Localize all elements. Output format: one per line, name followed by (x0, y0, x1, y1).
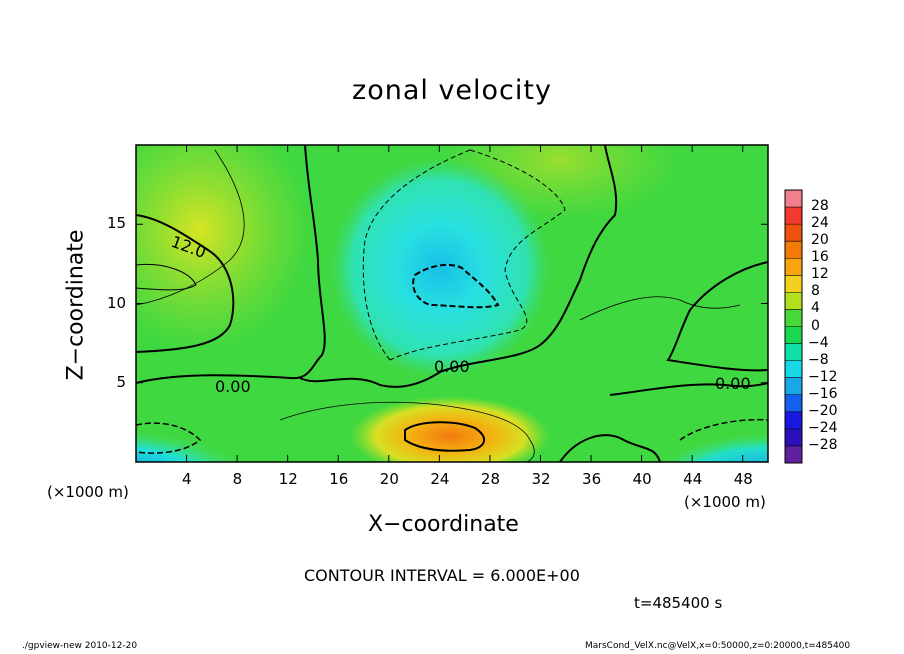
x-axis-label: X−coordinate (368, 512, 519, 537)
colorbar-swatch (785, 258, 802, 276)
x-tick-label: 44 (683, 470, 703, 488)
colorbar-tick-label: −4 (808, 334, 829, 351)
chart-title: zonal velocity (352, 75, 552, 106)
field-negative-center (330, 158, 550, 378)
contour-6-bottom (279, 401, 535, 462)
contour-label: 0.00 (434, 357, 470, 376)
colorbar-swatch (785, 394, 802, 413)
colorbar-swatch (785, 343, 802, 362)
field-positive-bottom (350, 396, 550, 462)
colorbar-swatch (785, 428, 802, 447)
x-tick-label: 28 (480, 470, 500, 488)
colorbar-swatch (785, 326, 802, 345)
x-tick-label: 32 (531, 470, 551, 488)
tick-marks (136, 145, 768, 462)
contour-neg6-bottom-right (679, 418, 768, 441)
colorbar-tick-label: −28 (808, 436, 838, 453)
colorbar-tick-label: 24 (811, 215, 829, 232)
contour-zero-right (609, 382, 768, 396)
colorbar-tick-label: 0 (811, 317, 820, 334)
contour-12-left (136, 214, 235, 353)
field-negative-bottom-right (600, 390, 768, 462)
x-tick-label: 8 (232, 470, 243, 488)
x-tick-label: 36 (582, 470, 602, 488)
x-tick-label: 20 (379, 470, 399, 488)
x-tick-label: 12 (278, 470, 298, 488)
contour-neg6-center-b (389, 149, 566, 361)
colorbar (784, 189, 803, 464)
colorbar-swatch (785, 445, 802, 464)
colorbar-tick-label: 12 (811, 266, 829, 283)
contour-neg6-bottom-left (136, 422, 202, 454)
colorbar-swatch (785, 360, 802, 379)
y-axis-label: Z−coordinate (63, 229, 89, 381)
x-unit-label-right: (×1000 m) (684, 493, 766, 511)
y-tick-label: 10 (107, 293, 127, 312)
colorbar-tick-label: −16 (808, 385, 838, 402)
contour-6-right (579, 296, 741, 321)
colorbar-tick-label: 4 (811, 300, 820, 317)
colorbar-swatch (785, 241, 802, 259)
colorbar-swatch (785, 190, 802, 208)
x-tick-label: 4 (182, 470, 192, 488)
colorbar-tick-label: 16 (811, 249, 829, 266)
field-positive-left (136, 145, 380, 462)
contour-zero-center (299, 145, 618, 388)
colorbar-tick-label: −12 (808, 368, 838, 385)
colorbar-tick-label: −20 (808, 402, 838, 419)
colorbar-tick-label: 28 (811, 198, 829, 215)
x-tick-label: 16 (329, 470, 349, 488)
contour-lines (136, 145, 768, 462)
contour-zero-bottom (559, 434, 661, 462)
footer-command: ./gpview-new 2010-12-20 (22, 641, 138, 651)
footer-source: MarsCond_VelX.nc@VelX,x=0:50000,z=0:2000… (585, 641, 851, 651)
colorbar-swatch (785, 207, 802, 225)
x-unit-label: (×1000 m) (47, 483, 129, 501)
colorbar-swatch (785, 411, 802, 430)
heatmap-field: 12.0 0.00 0.00 0.00 (136, 145, 768, 462)
colorbar-swatch (785, 275, 802, 293)
contour-12-bottom (404, 421, 485, 452)
colorbar-tick-label: −24 (808, 419, 838, 436)
colorbar-tick-label: 8 (811, 283, 820, 300)
time-label: t=485400 s (634, 594, 723, 612)
contour-12-right (666, 261, 768, 372)
y-tick-label: 5 (116, 372, 127, 391)
contour-label: 0.00 (715, 374, 751, 393)
colorbar-tick-label: 20 (811, 232, 829, 249)
contour-18-left (136, 263, 197, 291)
contour-interval-text: CONTOUR INTERVAL = 6.000E+00 (304, 566, 580, 585)
x-tick-label: 24 (430, 470, 450, 488)
colorbar-swatch (785, 224, 802, 242)
colorbar-swatch (785, 377, 802, 396)
contour-6-left (136, 149, 245, 306)
colorbar-tick-label: −8 (808, 351, 829, 368)
field-positive-right (598, 145, 768, 462)
field-negative-bottom-left (136, 385, 350, 462)
colorbar-swatch (785, 292, 802, 310)
colorbar-swatch (785, 309, 802, 327)
x-tick-label: 48 (733, 470, 753, 488)
contour-neg12-center (412, 263, 500, 309)
contour-label: 0.00 (215, 377, 251, 396)
y-tick-label: 15 (107, 214, 127, 233)
x-tick-label: 40 (632, 470, 652, 488)
contour-zero-left (136, 145, 326, 384)
